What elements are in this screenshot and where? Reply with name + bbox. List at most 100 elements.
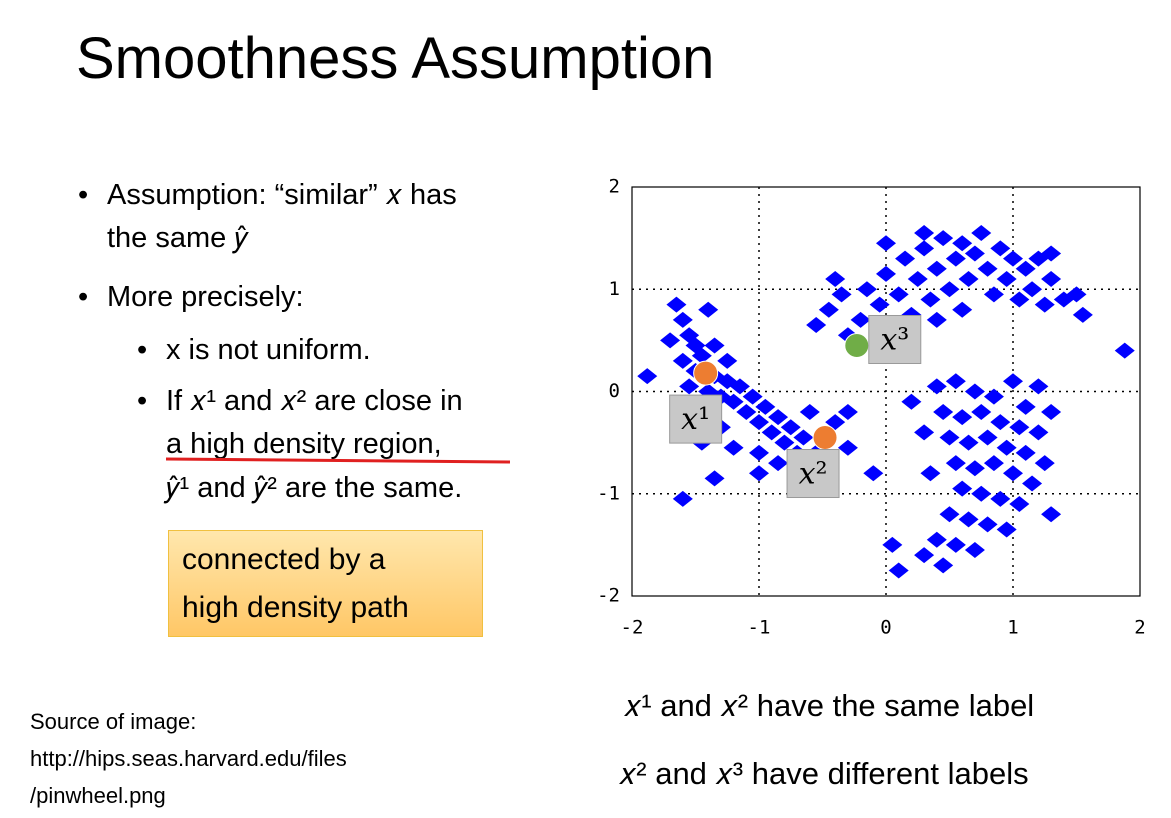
data-point	[983, 455, 1004, 472]
data-point	[964, 383, 985, 400]
data-point	[691, 434, 712, 451]
highlight-point	[812, 425, 838, 451]
data-point	[774, 434, 795, 451]
data-point	[1041, 403, 1062, 420]
data-point	[990, 240, 1011, 257]
x-tick-label: 1	[1007, 617, 1018, 639]
data-point	[717, 352, 738, 369]
data-point	[1041, 271, 1062, 288]
data-point	[1066, 286, 1087, 303]
y-tick-label: 1	[609, 278, 620, 300]
label-box	[669, 394, 723, 444]
slide-title: Smoothness Assumption	[76, 26, 715, 91]
data-point	[787, 470, 808, 487]
data-point	[876, 265, 896, 282]
data-point	[710, 388, 731, 405]
data-point	[1114, 342, 1135, 359]
data-point	[958, 271, 979, 288]
data-point	[793, 429, 814, 446]
y-tick-label: 0	[609, 380, 620, 402]
data-point	[1028, 378, 1049, 395]
data-point	[939, 429, 960, 446]
data-point	[698, 301, 719, 318]
data-point	[945, 373, 966, 390]
data-point	[723, 439, 744, 456]
data-point	[831, 286, 852, 303]
data-point	[685, 414, 706, 431]
x-tick-label: 0	[880, 617, 891, 639]
data-point	[1072, 306, 1093, 323]
data-point	[768, 455, 789, 472]
data-point	[780, 419, 801, 436]
data-point	[660, 332, 681, 349]
bullet-text: Assumption: “similar” 𝑥 has	[107, 179, 457, 211]
data-point	[837, 327, 858, 344]
data-point	[971, 485, 992, 502]
highlight-point	[693, 360, 719, 386]
data-point	[1022, 475, 1043, 492]
data-point	[768, 409, 789, 426]
data-point	[818, 455, 839, 472]
data-point	[914, 225, 935, 242]
data-point	[901, 306, 922, 323]
data-point	[1003, 373, 1023, 390]
data-point	[926, 378, 947, 395]
bullet-text: the same 𝑦̂	[107, 222, 248, 254]
data-point	[729, 378, 750, 395]
data-point	[666, 296, 687, 313]
source-text: Source of image:	[30, 709, 197, 734]
data-point	[1028, 250, 1049, 267]
data-point	[856, 281, 877, 298]
label-box	[786, 449, 840, 499]
point-label: 𝑥²	[799, 457, 828, 492]
data-point	[837, 439, 858, 456]
data-point	[799, 460, 820, 477]
data-point	[806, 317, 827, 334]
data-point	[996, 521, 1017, 538]
data-point	[952, 480, 973, 497]
bullet-dot: •	[137, 334, 148, 366]
data-point	[1015, 444, 1036, 461]
sub-bullet-text: 𝑦̂¹ and 𝑦̂² are the same.	[166, 472, 463, 504]
y-tick-label: 2	[609, 176, 620, 198]
data-point	[1009, 495, 1030, 512]
data-point	[1028, 424, 1049, 441]
highlight-underline	[165, 457, 511, 464]
source-text: /pinwheel.png	[30, 783, 166, 808]
note-line: connected by a	[182, 543, 386, 576]
bullet-dot: •	[78, 179, 89, 211]
data-point	[850, 311, 871, 328]
data-point	[685, 363, 706, 380]
data-point	[914, 240, 935, 257]
bullet-text: More precisely:	[107, 281, 304, 313]
data-point	[882, 322, 903, 339]
data-point	[704, 368, 725, 385]
data-point	[1003, 465, 1023, 482]
data-point	[812, 470, 833, 487]
data-point	[926, 260, 947, 277]
data-point	[1015, 398, 1036, 415]
data-point	[996, 439, 1017, 456]
data-point	[926, 531, 947, 548]
data-point	[869, 296, 890, 313]
data-point	[964, 460, 985, 477]
data-point	[1015, 260, 1036, 277]
data-point	[977, 429, 998, 446]
data-point	[876, 235, 896, 252]
data-point	[749, 465, 769, 482]
data-point	[717, 373, 738, 390]
data-point	[1009, 291, 1030, 308]
data-point	[971, 225, 992, 242]
data-point	[698, 383, 719, 400]
data-point	[1053, 291, 1074, 308]
data-point	[952, 409, 973, 426]
data-point	[939, 506, 960, 523]
source-text: http://hips.seas.harvard.edu/files	[30, 746, 347, 771]
data-point	[799, 403, 820, 420]
data-point	[825, 414, 846, 431]
data-point	[685, 337, 706, 354]
plot-frame	[631, 186, 1141, 597]
data-point	[990, 414, 1011, 431]
data-point	[926, 311, 947, 328]
